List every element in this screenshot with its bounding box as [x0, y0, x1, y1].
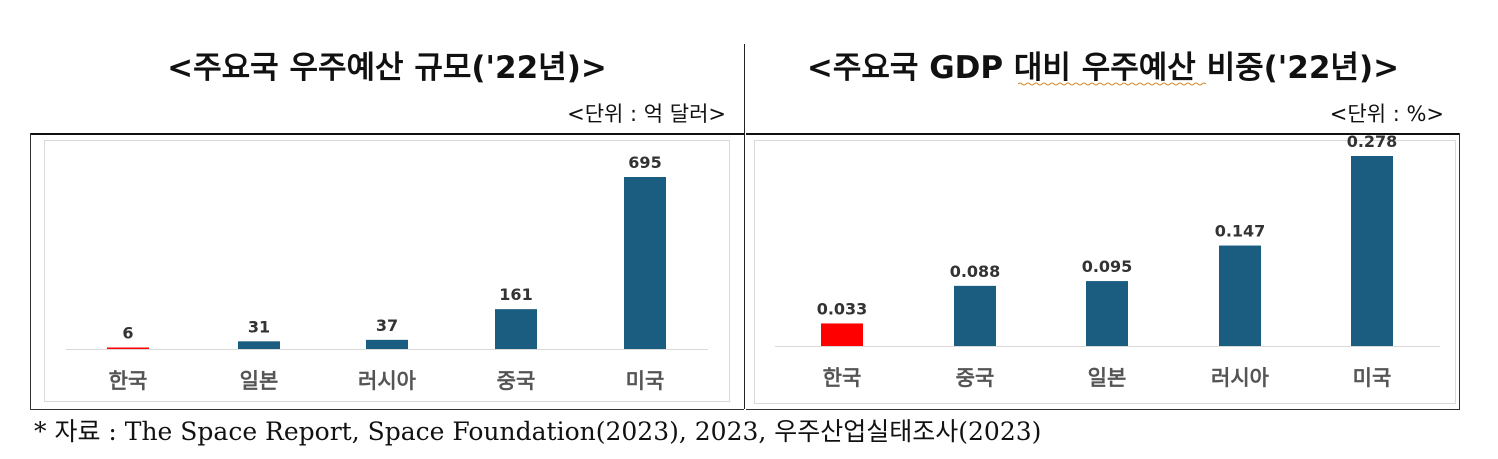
- chart-1-value-label-1: 0.088: [950, 262, 1001, 281]
- left-chart-unit: <단위 : 억 달러>: [567, 102, 726, 126]
- right-chart-panel: [754, 140, 1456, 404]
- chart-1-bar-3: [1219, 245, 1261, 346]
- chart-1-category-label-0: 한국: [823, 366, 862, 390]
- chart-1-bar-2: [1086, 281, 1128, 346]
- chart-1-category-label-3: 러시아: [1211, 366, 1270, 390]
- right-frame-edge: [1459, 133, 1460, 410]
- right-frame-bottom: [746, 409, 1460, 410]
- chart-0-category-label-4: 미국: [626, 369, 665, 393]
- chart-0-value-label-1: 31: [248, 317, 270, 336]
- chart-1-bar-4: [1351, 156, 1393, 346]
- chart-0-bar-0: [107, 347, 149, 349]
- chart-1-category-label-4: 미국: [1353, 366, 1392, 390]
- source-footnote: * 자료 : The Space Report, Space Foundatio…: [34, 417, 1042, 446]
- chart-0-category-label-2: 러시아: [358, 369, 417, 393]
- chart-1-category-label-1: 중국: [956, 366, 995, 390]
- left-chart-panel: [44, 140, 730, 402]
- left-frame-edge: [30, 133, 31, 410]
- chart-1-value-label-4: 0.278: [1347, 132, 1398, 151]
- chart-0-bar-4: [624, 177, 666, 349]
- left-frame-bottom: [30, 409, 744, 410]
- chart-0-bar-3: [495, 309, 537, 349]
- left-chart-title: <주요국 우주예산 규모('22년)>: [167, 50, 607, 86]
- chart-0-category-label-1: 일본: [240, 369, 279, 393]
- chart-0-value-label-3: 161: [499, 285, 532, 304]
- chart-1-value-label-0: 0.033: [817, 299, 868, 318]
- panel-divider: [744, 44, 745, 409]
- chart-0-value-label-4: 695: [628, 153, 661, 172]
- right-chart-title: <주요국 GDP 대비 우주예산 비중('22년)>: [806, 50, 1400, 86]
- chart-0-category-label-0: 한국: [109, 369, 148, 393]
- chart-1-bar-1: [954, 285, 996, 346]
- chart-1-category-label-2: 일본: [1088, 366, 1127, 390]
- left-header-rule: [30, 133, 744, 135]
- right-chart-unit: <단위 : %>: [1329, 102, 1444, 126]
- chart-0-category-label-3: 중국: [497, 369, 536, 393]
- chart-0-value-label-0: 6: [122, 324, 133, 343]
- right-header-rule: [746, 133, 1460, 135]
- chart-0-bar-2: [366, 339, 408, 349]
- chart-0-value-label-2: 37: [376, 316, 398, 335]
- spellcheck-underline: [1018, 82, 1207, 86]
- chart-1-value-label-2: 0.095: [1082, 257, 1133, 276]
- chart-0-bar-1: [238, 341, 280, 349]
- chart-1-bar-0: [821, 323, 863, 346]
- chart-1-value-label-3: 0.147: [1215, 222, 1266, 241]
